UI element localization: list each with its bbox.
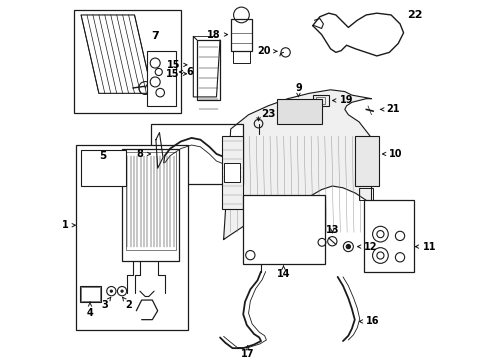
Polygon shape (223, 90, 371, 239)
Bar (231, 18, 252, 51)
Text: 1: 1 (62, 220, 75, 230)
Bar (359, 188, 373, 200)
Circle shape (110, 290, 112, 292)
Text: 4: 4 (87, 302, 94, 318)
Bar (80, 286, 100, 302)
Text: 18: 18 (207, 30, 227, 40)
Text: 9: 9 (295, 83, 302, 96)
Text: 8: 8 (137, 149, 150, 159)
Bar (150, 123, 243, 184)
Text: 15: 15 (166, 69, 187, 79)
Bar (277, 99, 321, 123)
Text: 10: 10 (383, 149, 403, 159)
Circle shape (121, 290, 123, 292)
Text: 12: 12 (358, 242, 378, 252)
Bar (74, 10, 181, 113)
Text: 20: 20 (257, 46, 277, 56)
Text: 21: 21 (380, 104, 399, 114)
Text: 7: 7 (151, 31, 159, 41)
Bar (122, 149, 179, 261)
Bar (197, 40, 220, 100)
Text: 5: 5 (99, 151, 106, 161)
Bar (81, 287, 100, 301)
Bar (316, 97, 325, 104)
Text: 11: 11 (416, 242, 436, 252)
Text: 13: 13 (325, 225, 339, 235)
Text: 23: 23 (261, 109, 275, 119)
Text: 14: 14 (277, 266, 290, 279)
Circle shape (346, 244, 350, 249)
Text: 6: 6 (179, 67, 193, 77)
Bar (223, 163, 240, 183)
Text: 15: 15 (167, 60, 187, 70)
Bar (313, 95, 329, 106)
Bar (76, 145, 188, 330)
Text: 22: 22 (407, 10, 423, 20)
Bar (81, 150, 125, 186)
Text: 17: 17 (241, 346, 255, 359)
Bar (222, 136, 243, 209)
Bar (355, 136, 379, 186)
Bar (243, 195, 325, 264)
Bar (147, 51, 175, 106)
Bar (125, 152, 175, 250)
Text: 3: 3 (101, 297, 111, 310)
Text: 16: 16 (359, 316, 380, 327)
Text: 2: 2 (122, 297, 132, 310)
Bar (233, 51, 250, 63)
Text: 19: 19 (333, 95, 353, 105)
Bar (365, 200, 414, 271)
